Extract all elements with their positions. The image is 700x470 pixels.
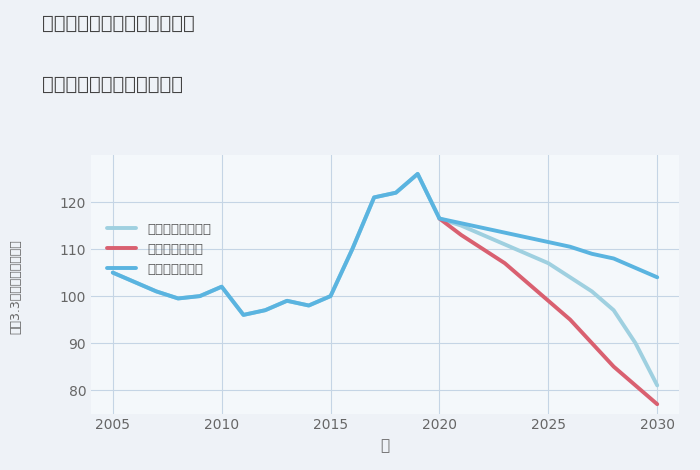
グッドシナリオ	[348, 246, 356, 252]
ノーマルシナリオ	[152, 289, 160, 294]
ノーマルシナリオ	[544, 260, 552, 266]
グッドシナリオ	[152, 289, 160, 294]
Legend: ノーマルシナリオ, バッドシナリオ, グッドシナリオ: ノーマルシナリオ, バッドシナリオ, グッドシナリオ	[104, 219, 215, 280]
ノーマルシナリオ	[283, 298, 291, 304]
バッドシナリオ	[522, 279, 531, 285]
バッドシナリオ	[500, 260, 509, 266]
ノーマルシナリオ	[653, 383, 662, 388]
ノーマルシナリオ	[522, 251, 531, 257]
バッドシナリオ	[653, 401, 662, 407]
グッドシナリオ	[414, 171, 422, 177]
Text: 中古マンションの価格推移: 中古マンションの価格推移	[42, 75, 183, 94]
グッドシナリオ	[588, 251, 596, 257]
バッドシナリオ	[610, 364, 618, 369]
ノーマルシナリオ	[196, 293, 204, 299]
グッドシナリオ	[174, 296, 182, 301]
グッドシナリオ	[392, 190, 400, 196]
グッドシナリオ	[522, 235, 531, 240]
ノーマルシナリオ	[348, 246, 356, 252]
ノーマルシナリオ	[326, 293, 335, 299]
Text: 平（3.3㎡）単価（万円）: 平（3.3㎡）単価（万円）	[9, 239, 22, 334]
グッドシナリオ	[631, 265, 640, 271]
グッドシナリオ	[370, 195, 378, 200]
ノーマルシナリオ	[588, 289, 596, 294]
グッドシナリオ	[457, 220, 466, 226]
ノーマルシナリオ	[370, 195, 378, 200]
Text: 愛知県稲沢市祖父江町山崎の: 愛知県稲沢市祖父江町山崎の	[42, 14, 195, 33]
グッドシナリオ	[130, 279, 139, 285]
グッドシナリオ	[218, 284, 226, 290]
ノーマルシナリオ	[500, 242, 509, 247]
グッドシナリオ	[479, 225, 487, 231]
バッドシナリオ	[544, 298, 552, 304]
ノーマルシナリオ	[174, 296, 182, 301]
ノーマルシナリオ	[130, 279, 139, 285]
グッドシナリオ	[108, 270, 117, 275]
ノーマルシナリオ	[414, 171, 422, 177]
グッドシナリオ	[261, 307, 270, 313]
Line: バッドシナリオ: バッドシナリオ	[440, 219, 657, 404]
グッドシナリオ	[610, 256, 618, 261]
バッドシナリオ	[457, 232, 466, 238]
バッドシナリオ	[435, 216, 444, 221]
ノーマルシナリオ	[566, 274, 574, 280]
バッドシナリオ	[566, 317, 574, 322]
グッドシナリオ	[239, 312, 248, 318]
ノーマルシナリオ	[218, 284, 226, 290]
グッドシナリオ	[544, 239, 552, 245]
ノーマルシナリオ	[457, 223, 466, 228]
グッドシナリオ	[196, 293, 204, 299]
ノーマルシナリオ	[261, 307, 270, 313]
ノーマルシナリオ	[610, 307, 618, 313]
ノーマルシナリオ	[304, 303, 313, 308]
X-axis label: 年: 年	[380, 438, 390, 453]
Line: ノーマルシナリオ: ノーマルシナリオ	[113, 174, 657, 385]
バッドシナリオ	[588, 340, 596, 346]
ノーマルシナリオ	[479, 232, 487, 238]
グッドシナリオ	[326, 293, 335, 299]
Line: グッドシナリオ: グッドシナリオ	[113, 174, 657, 315]
グッドシナリオ	[304, 303, 313, 308]
グッドシナリオ	[283, 298, 291, 304]
ノーマルシナリオ	[108, 270, 117, 275]
ノーマルシナリオ	[239, 312, 248, 318]
ノーマルシナリオ	[435, 216, 444, 221]
グッドシナリオ	[435, 216, 444, 221]
グッドシナリオ	[500, 230, 509, 235]
グッドシナリオ	[566, 244, 574, 250]
バッドシナリオ	[631, 383, 640, 388]
バッドシナリオ	[479, 246, 487, 252]
ノーマルシナリオ	[392, 190, 400, 196]
ノーマルシナリオ	[631, 340, 640, 346]
グッドシナリオ	[653, 274, 662, 280]
